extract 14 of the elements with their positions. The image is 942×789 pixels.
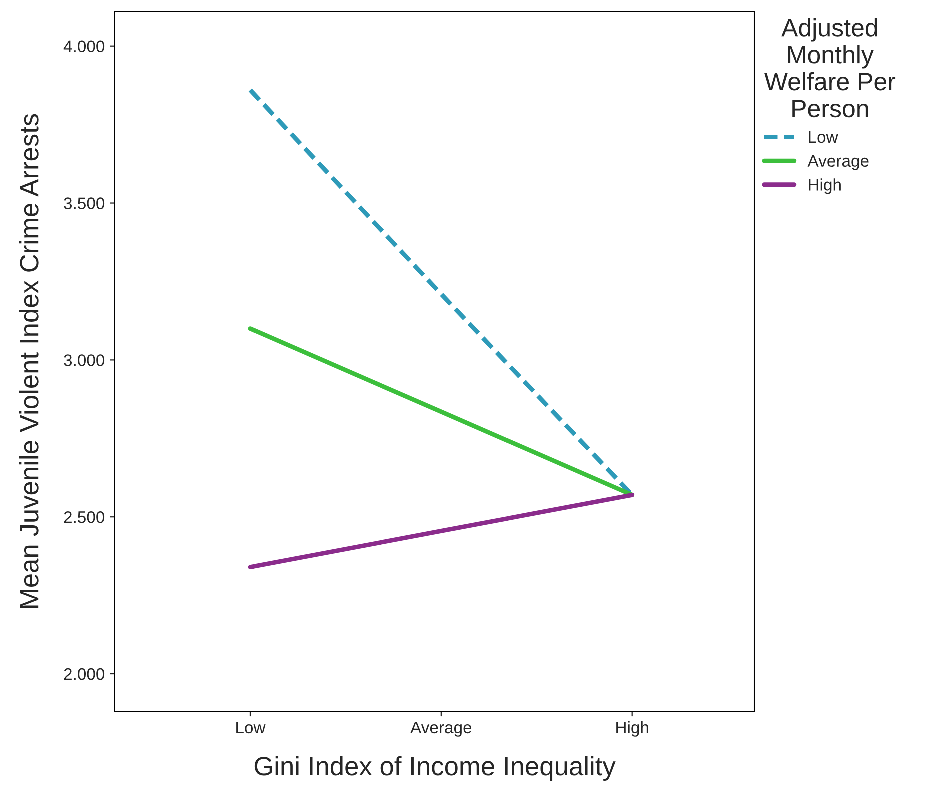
legend-label: High (809, 178, 841, 194)
legend-label: Average (808, 155, 869, 170)
y-tick-label: 3.000 (64, 354, 105, 366)
y-tick-label: 4.000 (64, 40, 105, 53)
x-tick-label: Average (410, 722, 472, 737)
x-axis-title: Gini Index of Income Inequality (254, 756, 616, 781)
y-tick-label: 2.000 (64, 668, 105, 680)
x-tick-label: Low (236, 722, 266, 734)
legend-title: Adjusted Monthly Welfare Per Person (764, 18, 896, 118)
y-tick-label: 2.500 (64, 512, 105, 524)
legend-label: Low (809, 132, 838, 144)
y-tick-label: 3.500 (64, 198, 105, 210)
x-tick-label: High (616, 721, 648, 737)
y-axis-title: Mean Juvenile Violent Index Crime Arrests (19, 114, 39, 608)
